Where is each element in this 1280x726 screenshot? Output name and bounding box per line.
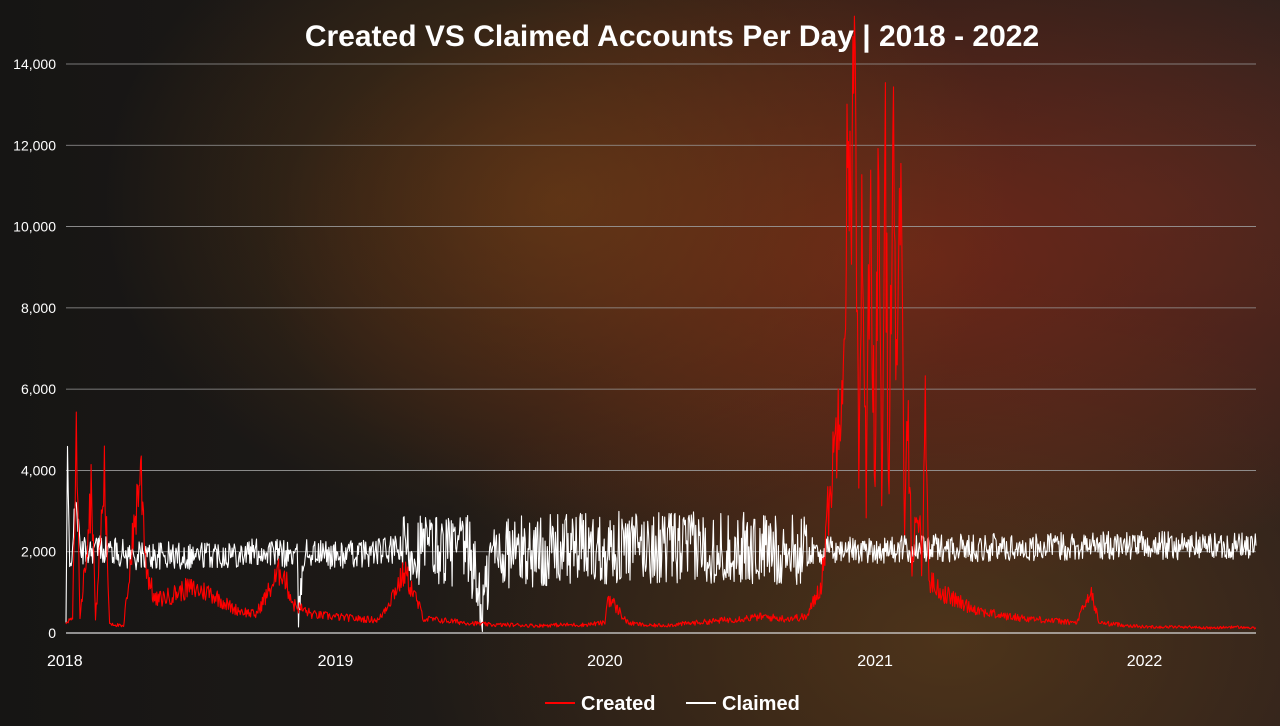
x-tick-label: 2018 [47, 653, 83, 670]
series-lines [65, 15, 1257, 633]
y-tick-label: 8,000 [21, 300, 56, 316]
created-legend-label: Created [581, 693, 655, 715]
created-series-line [65, 15, 1256, 630]
x-tick-label: 2022 [1127, 653, 1163, 670]
y-tick-label: 6,000 [21, 381, 56, 397]
y-tick-label: 2,000 [21, 544, 56, 560]
y-axis-ticks: 0 2,000 4,000 6,000 8,000 10,000 12,000 14,000 [13, 56, 56, 641]
chart-title: Created VS Claimed Accounts Per Day | 20… [305, 20, 1039, 53]
x-tick-label: 2020 [587, 653, 623, 670]
x-axis-ticks: 2018 2019 2020 2021 2022 [47, 653, 1162, 670]
x-tick-label: 2019 [318, 653, 354, 670]
y-tick-label: 10,000 [13, 219, 56, 235]
x-tick-label: 2021 [857, 653, 893, 670]
y-tick-label: 14,000 [13, 56, 56, 72]
claimed-legend-label: Claimed [722, 693, 800, 715]
legend: Created Claimed [545, 693, 800, 715]
y-tick-label: 0 [48, 625, 56, 641]
y-tick-label: 4,000 [21, 462, 56, 478]
claimed-series-line [65, 445, 1257, 633]
y-tick-label: 12,000 [13, 137, 56, 153]
